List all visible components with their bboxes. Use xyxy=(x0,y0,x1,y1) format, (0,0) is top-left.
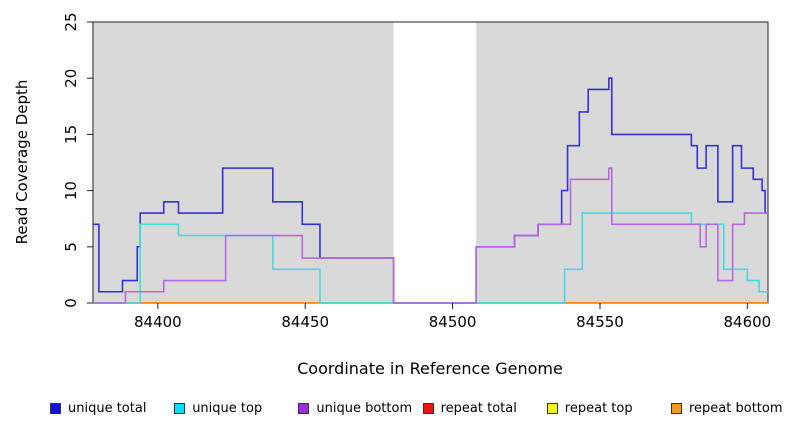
legend-item-unique-total: unique total xyxy=(50,399,146,417)
x-tick-label: 84500 xyxy=(429,313,477,331)
plot-area: 84400 84450 84500 84550 84600 0 5 10 15 20 25 xyxy=(62,12,771,331)
legend-label: unique total xyxy=(68,400,147,416)
legend-label: repeat total xyxy=(440,400,517,416)
x-axis-title: Coordinate in Reference Genome xyxy=(297,359,563,378)
legend-item-unique-top: unique top xyxy=(174,399,262,417)
legend-swatch-icon xyxy=(546,402,558,414)
legend-swatch-icon xyxy=(174,402,186,414)
x-tick-label: 84600 xyxy=(724,313,772,331)
legend-swatch-icon xyxy=(671,402,682,414)
x-tick-label: 84400 xyxy=(134,313,182,331)
series-unique-bottom xyxy=(93,167,768,304)
legend-label: repeat bottom xyxy=(689,400,783,416)
legend-label: repeat top xyxy=(564,400,633,416)
y-tick-label: 0 xyxy=(62,298,80,308)
legend-item-repeat-total: repeat total xyxy=(422,399,517,417)
y-tick-label: 5 xyxy=(62,242,80,252)
chart-legend: unique total unique top unique bottom repea… xyxy=(0,399,792,421)
series-unique-top xyxy=(93,212,768,304)
legend-swatch-icon xyxy=(50,402,61,414)
coverage-gap-band xyxy=(393,22,477,303)
legend-swatch-icon xyxy=(298,402,310,414)
x-tick-label: 84450 xyxy=(281,313,329,331)
legend-item-repeat-top: repeat top xyxy=(546,399,633,417)
chart-canvas: 84400 84450 84500 84550 84600 0 5 10 15 20 25 Coor… xyxy=(13,12,771,378)
y-tick-label: 20 xyxy=(62,69,80,88)
legend-item-unique-bottom: unique bottom xyxy=(298,399,412,417)
y-tick-label: 15 xyxy=(62,125,80,144)
series-unique-total xyxy=(93,77,768,304)
y-tick-label: 25 xyxy=(62,12,80,31)
legend-label: unique bottom xyxy=(316,400,413,416)
legend-label: unique top xyxy=(192,400,263,416)
y-axis-title: Read Coverage Depth xyxy=(13,80,31,245)
legend-item-repeat-bottom: repeat bottom xyxy=(671,399,783,417)
legend-swatch-icon xyxy=(422,402,434,414)
y-tick-label: 10 xyxy=(62,181,80,200)
x-tick-label: 84550 xyxy=(576,313,624,331)
